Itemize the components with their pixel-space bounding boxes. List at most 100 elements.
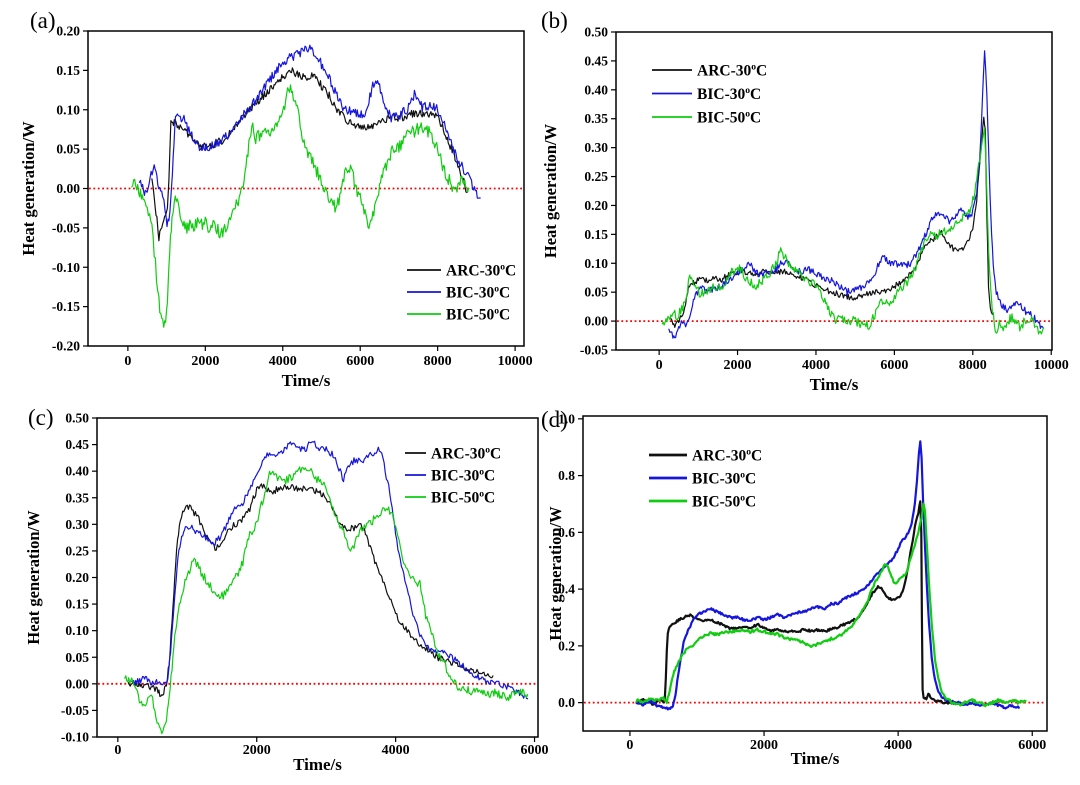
y-tick-label: -0.10 (52, 260, 80, 275)
panel-label: (b) (541, 8, 568, 33)
y-tick-label: 0.50 (584, 25, 608, 40)
series-line-bic-50-c (131, 84, 470, 328)
y-tick-label: 0.05 (584, 285, 608, 300)
x-tick-label: 6000 (880, 358, 908, 373)
y-tick-label: 0.10 (584, 256, 608, 271)
panel-label: (d) (541, 407, 568, 432)
x-tick-label: 4000 (382, 743, 410, 758)
x-tick-label: 4000 (884, 738, 912, 753)
legend-label: ARC-30oC (446, 262, 516, 280)
series-group (131, 44, 481, 328)
series-line-bic-50-c (124, 466, 529, 735)
series-line-bic-30-c (138, 44, 481, 228)
y-tick-label: -0.05 (61, 703, 89, 718)
y-tick-label: 0.35 (584, 111, 608, 126)
legend-label: BIC-30oC (431, 467, 495, 485)
legend-label: ARC-30oC (431, 445, 501, 463)
y-tick-label: 0.15 (56, 63, 80, 78)
axes-box (96, 417, 539, 738)
series-line-bic-50-c (635, 502, 1027, 708)
x-tick-label: 0 (626, 738, 633, 753)
x-tick-label: 2000 (724, 358, 752, 373)
y-tick-label: -0.05 (580, 343, 608, 358)
panel-b: 0 2000 4000 6000 8000 10000 0.50 0.45 0.40 0.35 0.… (541, 8, 1069, 394)
y-tick-label: 0.35 (65, 490, 89, 505)
legend-top-left: ARC-30oC BIC-30oC BIC-50oC (652, 62, 767, 127)
x-tick-label: 0 (114, 743, 121, 758)
panel-a: 0 2000 4000 6000 8000 10000 0.20 0.15 0.10 0.05 0.… (19, 8, 533, 390)
x-tick-label: 6000 (346, 354, 374, 369)
y-tick-label: 1.0 (558, 411, 575, 426)
panel-c: 0 2000 4000 6000 0.50 0.45 0.40 0.35 0.30 0.25 0.2… (24, 405, 549, 774)
series-group (635, 440, 1027, 711)
series-group (661, 50, 1044, 339)
legend-top-left: ARC-30oC BIC-30oC BIC-50oC (649, 447, 762, 511)
y-tick-label: -0.05 (52, 220, 80, 235)
y-tick-label: 0.10 (65, 623, 89, 638)
series-line-bic-30-c (668, 50, 1044, 339)
legend-label: ARC-30oC (697, 62, 767, 80)
series-line-bic-50-c (661, 127, 1044, 335)
legend-label: BIC-30oC (446, 284, 510, 302)
legend-label: BIC-50oC (431, 489, 495, 507)
series-line-arc-30-c (670, 116, 993, 328)
y-axis-title: Heat generation/W (19, 121, 38, 256)
y-axis-title: Heat generation/W (546, 506, 565, 641)
y-tick-label: -0.20 (52, 339, 80, 354)
y-tick-label: 0.40 (584, 82, 608, 97)
legend-label: BIC-50oC (692, 493, 756, 511)
y-axis-title: Heat generation/W (541, 123, 560, 258)
y-tick-label: 0.30 (584, 140, 608, 155)
y-tick-label: 0.8 (558, 468, 575, 483)
x-axis-title: Time/s (810, 375, 859, 394)
y-tick-label: 0.00 (65, 676, 89, 691)
legend-top-right: ARC-30oC BIC-30oC BIC-50oC (405, 445, 501, 507)
y-tick-label: 0.45 (584, 53, 608, 68)
legend-label: BIC-30oC (692, 470, 756, 488)
y-tick-label: -0.15 (52, 299, 80, 314)
y-tick-label: 0.25 (65, 543, 89, 558)
x-tick-label: 4000 (269, 354, 297, 369)
legend-label: BIC-30oC (697, 85, 761, 103)
x-tick-label: 2000 (750, 738, 778, 753)
y-tick-label: 0.4 (558, 582, 575, 597)
legend-label: BIC-50oC (446, 306, 510, 324)
legend-label: BIC-50oC (697, 109, 761, 127)
series-line-bic-30-c (131, 440, 529, 700)
axes-box (582, 415, 1048, 732)
y-tick-label: 0.00 (56, 181, 80, 196)
x-tick-label: 0 (656, 358, 663, 373)
y-tick-label: 0.10 (56, 102, 80, 117)
y-tick-label: 0.15 (584, 227, 608, 242)
y-tick-label: 0.6 (558, 525, 575, 540)
x-tick-label: 0 (124, 354, 131, 369)
legend-bottom-right: ARC-30oC BIC-30oC BIC-50oC (407, 262, 516, 324)
x-tick-label: 8000 (424, 354, 452, 369)
y-tick-label: 0.20 (65, 570, 89, 585)
x-tick-label: 8000 (959, 358, 987, 373)
panel-label: (c) (28, 405, 54, 430)
y-tick-label: 0.2 (558, 638, 575, 653)
y-tick-label: 0.20 (584, 198, 608, 213)
y-tick-label: 0.50 (65, 411, 89, 426)
y-tick-label: 0.05 (56, 142, 80, 157)
y-tick-label: 0.0 (558, 695, 575, 710)
y-tick-label: 0.15 (65, 597, 89, 612)
y-tick-label: 0.20 (56, 24, 80, 39)
x-tick-label: 10000 (498, 354, 533, 369)
y-tick-label: 0.25 (584, 169, 608, 184)
series-line-arc-30-c (635, 500, 960, 706)
x-tick-label: 6000 (1018, 738, 1046, 753)
x-tick-label: 6000 (521, 743, 549, 758)
x-tick-label: 4000 (802, 358, 830, 373)
x-axis-title: Time/s (293, 755, 342, 774)
x-tick-label: 2000 (191, 354, 219, 369)
x-axis-title: Time/s (282, 371, 331, 390)
y-tick-label: 0.45 (65, 437, 89, 452)
x-tick-label: 10000 (1034, 358, 1069, 373)
y-tick-label: 0.30 (65, 517, 89, 532)
series-line-arc-30-c (127, 483, 494, 697)
panel-d: 0 2000 4000 6000 1.0 0.8 0.6 0.4 0.2 0.0 Time/s Hea… (541, 407, 1048, 768)
